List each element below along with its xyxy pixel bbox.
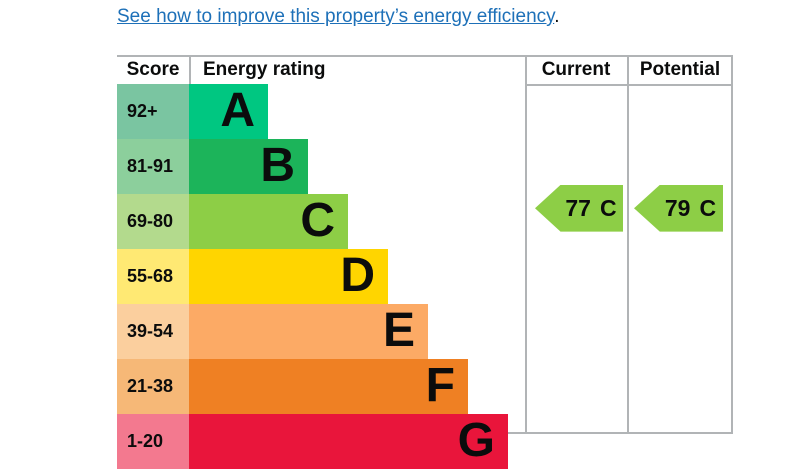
- band-bar: C: [189, 194, 348, 249]
- band-bar: D: [189, 249, 388, 304]
- band-letter: E: [382, 304, 415, 357]
- band-row-a: 92+ A: [117, 84, 733, 139]
- potential-rating-value: 79: [664, 194, 691, 221]
- band-row-e: 39-54 E: [117, 304, 733, 359]
- band-row-c: 69-80 C: [117, 194, 733, 249]
- chart-header-row: Score Energy rating Current Potential: [117, 57, 733, 84]
- band-row-b: 81-91 B: [117, 139, 733, 194]
- link-period: .: [554, 6, 560, 27]
- header-bottom-divider: [525, 84, 733, 86]
- header-score: Score: [126, 59, 180, 80]
- epc-rating-chart: Score Energy rating Current Potential 92…: [117, 55, 733, 469]
- band-score-range: 81-91: [117, 139, 189, 194]
- band-row-f: 21-38 F: [117, 359, 733, 414]
- band-score-range: 1-20: [117, 414, 189, 469]
- band-bar: G: [189, 414, 508, 469]
- potential-rating-band-letter: C: [699, 194, 717, 221]
- band-row-g: 1-20 G: [117, 414, 733, 469]
- band-row-d: 55-68 D: [117, 249, 733, 304]
- band-bar: B: [189, 139, 308, 194]
- band-score-range: 55-68: [117, 249, 189, 304]
- band-letter: F: [425, 359, 455, 412]
- band-bar: F: [189, 359, 468, 414]
- improve-efficiency-link-line: See how to improve this property’s energ…: [117, 4, 560, 30]
- band-letter: G: [457, 414, 495, 467]
- potential-column-divider: [627, 57, 629, 432]
- header-energy-rating: Energy rating: [203, 59, 326, 80]
- improve-efficiency-link[interactable]: See how to improve this property’s energ…: [117, 6, 555, 27]
- band-bar: A: [189, 84, 268, 139]
- band-score-range: 39-54: [117, 304, 189, 359]
- current-rating-value: 77: [565, 194, 591, 221]
- band-letter: B: [260, 139, 295, 192]
- score-header-divider: [189, 57, 191, 84]
- band-letter: D: [340, 249, 375, 302]
- current-column-divider: [525, 57, 527, 432]
- header-current: Current: [541, 59, 611, 80]
- header-potential: Potential: [639, 59, 721, 80]
- chart-right-border: [731, 57, 733, 432]
- band-score-range: 92+: [117, 84, 189, 139]
- rating-bands: 92+ A 81-91 B 69-80 C 55-68 D 39-54 E 21…: [117, 84, 733, 469]
- band-score-range: 21-38: [117, 359, 189, 414]
- band-letter: A: [220, 84, 255, 137]
- band-letter: C: [300, 194, 335, 247]
- band-score-range: 69-80: [117, 194, 189, 249]
- band-bar: E: [189, 304, 428, 359]
- current-rating-band-letter: C: [599, 194, 617, 221]
